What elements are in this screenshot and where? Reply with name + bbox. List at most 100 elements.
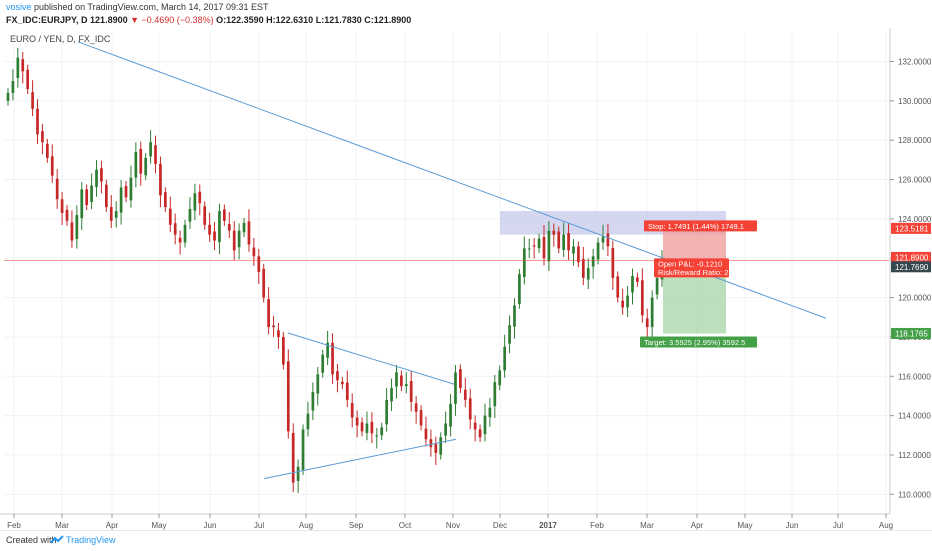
candle-body: [586, 268, 590, 280]
ohlc-readout: FX_IDC:EURJPY, D 121.8900 ▼ −0.4690 (−0.…: [6, 15, 411, 25]
x-tick-label: Oct: [399, 521, 412, 530]
publish-info: vosive published on TradingView.com, Mar…: [6, 2, 269, 12]
candle-body: [85, 189, 89, 206]
candle-body: [488, 407, 492, 418]
price-axis-badge-text: 121.7690: [895, 263, 929, 272]
candle-body: [365, 423, 369, 433]
candle-body: [257, 256, 261, 273]
candle-body: [331, 342, 334, 375]
candle-body: [26, 69, 30, 90]
x-tick-label: Apr: [691, 521, 704, 530]
candle-body: [173, 223, 177, 235]
candle-body: [154, 145, 157, 164]
candle-body: [380, 427, 384, 436]
created-with-text: Created with: [6, 535, 57, 545]
candle-body: [557, 231, 561, 249]
candle-body: [272, 325, 275, 328]
candle-body: [645, 318, 649, 328]
candle-body: [65, 209, 69, 221]
price-axis-badge-text: 121.8900: [895, 253, 929, 262]
tradingview-link[interactable]: TradingView: [66, 535, 116, 545]
candle-body: [336, 371, 339, 381]
x-tick-label: May: [151, 521, 166, 530]
candle-body: [498, 370, 502, 386]
candle-body: [483, 415, 487, 435]
candle-body: [296, 466, 300, 481]
candle-body: [655, 277, 659, 295]
chart-title: EURO / YEN, D, FX_IDC: [10, 34, 111, 44]
candle-body: [282, 336, 285, 365]
candle-body: [360, 422, 364, 432]
author-link[interactable]: vosive: [6, 2, 32, 12]
candle-body: [419, 410, 423, 426]
y-tick-label: 112.0000: [898, 451, 931, 460]
candle-body: [159, 163, 162, 196]
candle-body: [227, 224, 231, 231]
candle-body: [223, 209, 226, 221]
candle-body: [277, 330, 280, 337]
candle-body: [473, 422, 477, 430]
candle-body: [326, 342, 329, 358]
price-axis-badge: [891, 222, 931, 234]
candle-body: [640, 280, 644, 316]
candle-body: [444, 423, 447, 436]
candle-body: [242, 222, 246, 233]
candle-body: [75, 214, 79, 239]
x-tick-label: Nov: [446, 521, 460, 530]
candle-body: [6, 92, 10, 101]
candle-body: [562, 234, 566, 250]
candle-body: [11, 81, 15, 93]
candle-body: [45, 143, 49, 158]
candle-body: [636, 277, 639, 282]
candle-body: [149, 142, 152, 157]
candle-body: [409, 381, 413, 402]
chart-header: vosive published on TradingView.com, Mar…: [0, 0, 932, 28]
price-chart[interactable]: 110.0000112.0000114.0000116.0000118.0000…: [0, 28, 932, 530]
high-value: H:122.6310: [266, 15, 314, 25]
candle-body: [577, 246, 580, 263]
candle-body: [70, 222, 74, 241]
candle-body: [193, 193, 197, 211]
candle-body: [178, 237, 182, 243]
risk-reward-text: Risk/Reward Ratio: 2.05: [658, 268, 739, 277]
candle-body: [100, 168, 103, 182]
close-value: C:121.8900: [364, 15, 412, 25]
candle-body: [247, 221, 251, 245]
candle-body: [208, 224, 211, 235]
candle-body: [591, 256, 595, 267]
candle-body: [395, 372, 398, 387]
candle-body: [41, 131, 44, 143]
y-tick-label: 130.0000: [898, 97, 932, 106]
x-tick-label: Sep: [349, 521, 364, 530]
y-tick-label: 114.0000: [898, 412, 931, 421]
candle-body: [454, 372, 457, 404]
candle-body: [493, 382, 497, 407]
candle-body: [134, 152, 138, 178]
candle-body: [513, 305, 516, 327]
candle-body: [606, 233, 610, 247]
candle-body: [621, 300, 625, 308]
candle-body: [414, 403, 418, 412]
chart-area[interactable]: 110.0000112.0000114.0000116.0000118.0000…: [0, 28, 932, 530]
candle-body: [291, 432, 295, 483]
triangle-lower-trendline: [263, 438, 457, 480]
candle-body: [129, 177, 133, 201]
candle-body: [198, 191, 202, 204]
published-text: published on TradingView.com, March 14, …: [34, 2, 269, 12]
candle-body: [616, 276, 620, 298]
candle-body: [650, 297, 654, 328]
candle-body: [306, 413, 310, 430]
candle-body: [80, 189, 84, 219]
candle-body: [203, 206, 207, 225]
candle-body: [449, 403, 452, 427]
candle-body: [375, 435, 379, 437]
x-tick-label: Aug: [299, 521, 313, 530]
candle-body: [286, 361, 290, 432]
target-label-text: Target: 3.5925 (2.95%) 3592.5: [644, 338, 745, 347]
candle-body: [370, 421, 374, 434]
candle-body: [21, 59, 25, 72]
candle-body: [237, 230, 241, 248]
candle-body: [350, 403, 354, 418]
x-tick-label: Jul: [254, 521, 264, 530]
x-tick-label: Apr: [106, 521, 119, 530]
